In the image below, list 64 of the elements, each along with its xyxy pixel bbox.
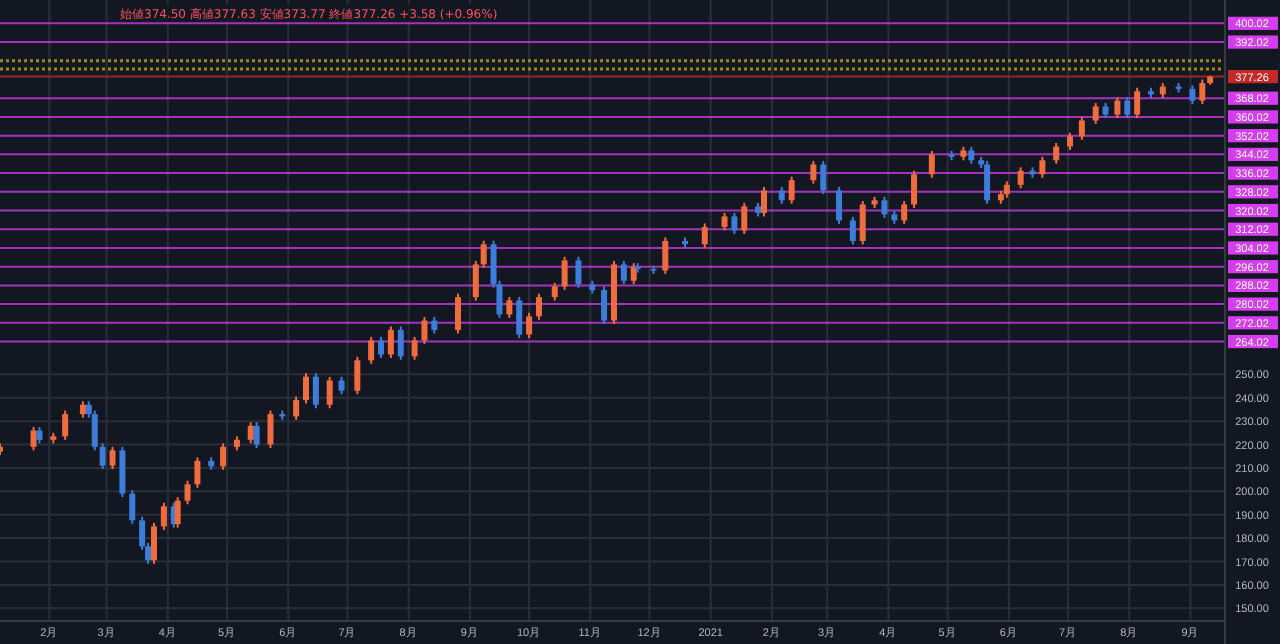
candlestick — [267, 409, 274, 450]
candlestick — [810, 159, 817, 185]
candlestick — [535, 292, 542, 321]
candlestick — [1092, 101, 1099, 125]
candlestick — [1124, 96, 1131, 120]
candlestick — [1078, 115, 1085, 141]
candlestick — [247, 421, 254, 445]
candlestick — [1053, 141, 1060, 165]
candlestick — [788, 175, 795, 205]
candlestick — [1017, 166, 1024, 190]
candlestick — [820, 159, 827, 195]
candlestick — [761, 185, 768, 218]
candlestick — [561, 255, 568, 291]
candlestick — [62, 409, 69, 441]
candlestick — [455, 292, 462, 335]
candlestick — [984, 159, 991, 205]
candlestick — [397, 325, 404, 361]
candlestick — [421, 316, 428, 345]
candlestick — [184, 479, 191, 506]
candlestick — [312, 372, 319, 410]
candlestick — [1039, 155, 1046, 179]
candlestick — [411, 335, 418, 361]
candlestick — [129, 489, 136, 525]
candlestick — [326, 375, 333, 410]
candlestick — [506, 295, 513, 319]
candlestick — [911, 169, 918, 209]
candlestick — [859, 199, 866, 246]
candlestick — [662, 236, 669, 275]
candlestick — [160, 501, 167, 531]
candlestick — [194, 456, 201, 489]
candlestick — [575, 255, 582, 289]
candlestick — [731, 211, 738, 235]
candlestick — [836, 185, 843, 225]
candlestick — [928, 149, 935, 179]
candlestick — [472, 259, 479, 302]
candlestick — [849, 215, 856, 246]
candlestick — [368, 335, 375, 365]
candlestick — [881, 195, 888, 219]
candlestick — [91, 409, 98, 452]
candlestick — [516, 295, 523, 340]
candlestick — [293, 395, 300, 421]
candlestick — [253, 421, 260, 450]
candlestick — [480, 239, 487, 269]
candlestick — [220, 442, 227, 471]
candlestick — [1134, 86, 1141, 120]
candlestick — [1189, 84, 1196, 106]
candlestick — [174, 496, 181, 529]
candlestick — [526, 311, 533, 340]
candlestick — [354, 355, 361, 396]
candlestick — [119, 445, 126, 499]
candlestick — [303, 372, 309, 405]
candlestick — [99, 442, 106, 471]
candlestick — [741, 201, 748, 235]
candlestick — [150, 521, 157, 565]
candlestick — [387, 325, 394, 359]
candlestick — [378, 335, 385, 359]
candlestick — [901, 199, 908, 225]
candlestick — [620, 259, 627, 286]
candlestick — [1114, 96, 1121, 120]
candlestick — [701, 222, 708, 249]
candlestick — [30, 425, 37, 452]
candlestick — [601, 285, 608, 326]
candlestick — [1199, 78, 1206, 106]
candlestick — [109, 445, 116, 471]
